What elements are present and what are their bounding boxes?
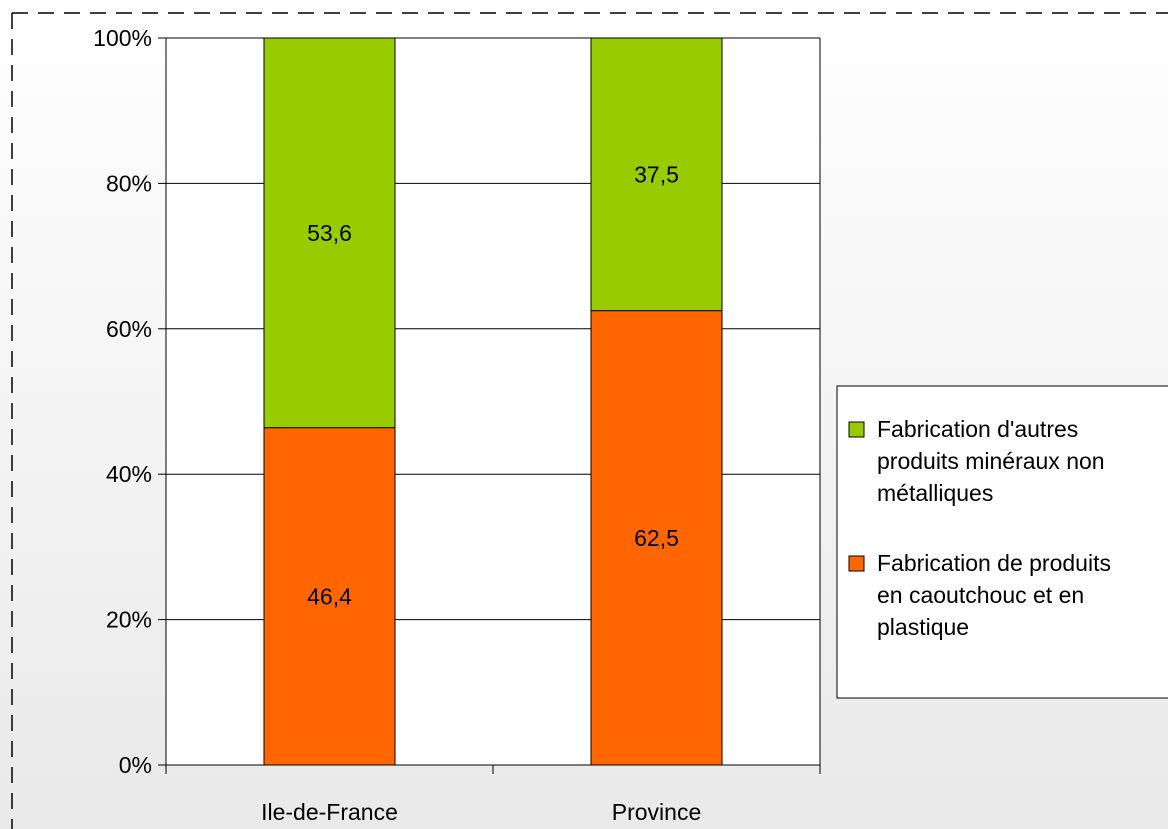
data-label: 62,5 [634,525,679,551]
bar-segment [263,427,396,766]
axes: 0% 20% 40% 60% 80% 100% Ile-de-France Province [93,25,821,825]
data-label: 46,4 [307,583,352,609]
x-category-label: Ile-de-France [261,799,398,825]
bars: 46,4 53,6 62,5 37,5 [263,37,723,766]
y-tick-label: 40% [106,461,152,487]
legend-label-line: en caoutchouc et en [877,582,1084,608]
legend-label-line: Fabrication d'autres [877,416,1078,442]
bar-segment [263,37,396,429]
legend: Fabrication d'autres produits minéraux no… [836,385,1168,699]
chart-frame [11,12,1168,829]
bar-segment [590,37,723,312]
y-tick-label: 0% [119,752,152,778]
legend-label-line: produits minéraux non [877,448,1105,474]
legend-label-line: plastique [877,614,969,640]
x-category-label: Province [612,799,701,825]
y-tick-label: 60% [106,316,152,342]
data-label: 53,6 [307,220,352,246]
y-tick-label: 100% [93,25,152,51]
legend-label-line: métalliques [877,480,993,506]
legend-label: Fabrication de produits en caoutchouc et … [877,550,1111,640]
legend-swatch [848,421,865,438]
bar-segment [590,310,723,766]
y-tick-label: 80% [106,170,152,196]
legend-swatch [848,555,865,572]
y-tick-label: 20% [106,607,152,633]
data-label: 37,5 [634,161,679,187]
legend-box [836,385,1168,699]
legend-label: Fabrication d'autres produits minéraux no… [877,416,1105,506]
legend-label-line: Fabrication de produits [877,550,1111,576]
